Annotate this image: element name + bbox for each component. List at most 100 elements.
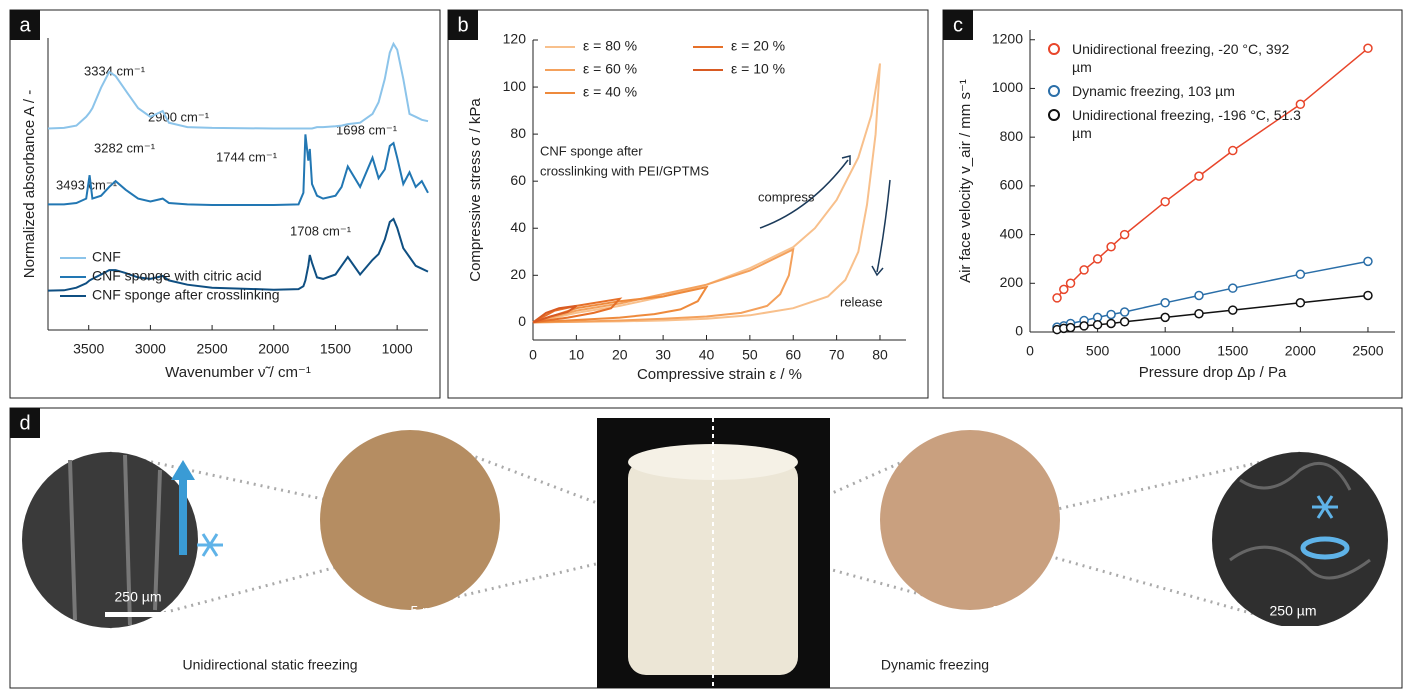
annotation: compress [758, 189, 815, 204]
y-tick-label: 400 [1000, 225, 1024, 241]
legend-label: ε = 80 % [583, 38, 637, 54]
data-point [1296, 270, 1304, 278]
legend-label: CNF sponge with citric acid [92, 268, 262, 284]
data-point [1080, 266, 1088, 274]
data-point [1060, 285, 1068, 293]
legend-label: ε = 60 % [583, 61, 637, 77]
y-tick-label: 600 [1000, 177, 1024, 193]
data-point [1121, 308, 1129, 316]
y-tick-label: 80 [510, 125, 526, 141]
y-axis-label: Air face velocity v_air / mm s⁻¹ [957, 79, 974, 283]
legend-item: Dynamic freezing, 103 µm [1048, 82, 1302, 100]
x-tick-label: 20 [612, 347, 628, 363]
legend-label: ε = 40 % [583, 84, 637, 100]
y-tick-label: 20 [510, 266, 526, 282]
panel-label: c [953, 14, 963, 36]
x-tick-label: 30 [655, 347, 671, 363]
panel-label: d [19, 412, 30, 434]
x-tick-label: 2000 [1285, 343, 1316, 359]
y-tick-label: 0 [1015, 323, 1023, 339]
legend-item: Unidirectional freezing, -196 °C, 51.3 µ… [1048, 106, 1302, 142]
data-point [1161, 313, 1169, 321]
x-tick-label: 80 [872, 347, 888, 363]
panel-label: b [457, 14, 468, 36]
x-tick-label: 3500 [73, 341, 104, 357]
x-tick-label: 60 [785, 347, 801, 363]
sem-image [22, 452, 198, 628]
x-tick-label: 10 [569, 347, 585, 363]
data-point [1107, 310, 1115, 318]
x-tick-label: 2500 [197, 341, 228, 357]
x-axis-label: Pressure drop Δp / Pa [1139, 364, 1287, 381]
series-line [48, 44, 428, 129]
y-axis-label: Normalized absorbance A / - [21, 90, 38, 278]
series-line [533, 249, 793, 322]
sem-image [1212, 452, 1388, 628]
annotation: release [840, 294, 883, 309]
legend-label: CNF sponge after crosslinking [92, 287, 280, 303]
legend-label: CNF [92, 249, 121, 265]
data-point [1067, 324, 1075, 332]
data-point [1229, 306, 1237, 314]
data-point [1364, 44, 1372, 52]
data-point [1107, 243, 1115, 251]
x-tick-label: 1000 [1150, 343, 1181, 359]
legend-label: Dynamic freezing, 103 µm [1072, 82, 1302, 100]
panel-d-images: 250 µm 5 mm 5 mm 250 µm Unidirectional s… [10, 408, 1388, 688]
caption: Dynamic freezing [881, 657, 989, 673]
y-tick-label: 800 [1000, 128, 1024, 144]
data-point [1195, 291, 1203, 299]
x-tick-label: 70 [829, 347, 845, 363]
scale-bar-label: 250 µm [1270, 603, 1317, 619]
x-tick-label: 40 [699, 347, 715, 363]
data-point [1121, 231, 1129, 239]
series-line [533, 64, 880, 323]
data-point [1067, 279, 1075, 287]
y-tick-label: 60 [510, 172, 526, 188]
freezing-arrow-head [171, 460, 195, 480]
legend-swatch [1048, 85, 1060, 97]
photo-zoom [880, 430, 1060, 610]
scale-bar-label: 5 mm [411, 603, 446, 619]
legend-item: Unidirectional freezing, -20 °C, 392 µm [1048, 40, 1302, 76]
data-point [1094, 321, 1102, 329]
y-tick-label: 40 [510, 219, 526, 235]
data-point [1229, 284, 1237, 292]
legend-label: Unidirectional freezing, -196 °C, 51.3 µ… [1072, 106, 1302, 142]
series-line [1057, 261, 1368, 327]
x-axis-label: Wavenumber ν̃ / cm⁻¹ [165, 364, 311, 381]
annotation: 1708 cm⁻¹ [290, 223, 352, 238]
annotation: crosslinking with PEI/GPTMS [540, 163, 709, 178]
x-axis-label: Compressive strain ε / % [637, 366, 802, 383]
panel-label: a [19, 14, 31, 36]
data-point [1121, 318, 1129, 326]
data-point [1364, 291, 1372, 299]
y-axis-label: Compressive stress σ / kPa [467, 98, 484, 282]
photo-zoom [320, 430, 500, 610]
x-tick-label: 3000 [135, 341, 166, 357]
figure: 250 µm 5 mm 5 mm 250 µm Unidirectional s… [0, 0, 1410, 693]
data-point [1094, 255, 1102, 263]
x-tick-label: 1000 [382, 341, 413, 357]
data-point [1296, 299, 1304, 307]
data-point [1080, 322, 1088, 330]
x-tick-label: 2500 [1352, 343, 1383, 359]
x-tick-label: 1500 [1217, 343, 1248, 359]
y-tick-label: 100 [503, 78, 527, 94]
legend-swatch [1048, 109, 1060, 121]
x-tick-label: 1500 [320, 341, 351, 357]
x-tick-label: 2000 [258, 341, 289, 357]
y-tick-label: 1000 [992, 79, 1023, 95]
data-point [1364, 257, 1372, 265]
legend-label: Unidirectional freezing, -20 °C, 392 µm [1072, 40, 1302, 76]
legend-label: ε = 20 % [731, 38, 785, 54]
annotation: 2900 cm⁻¹ [148, 109, 210, 124]
x-tick-label: 500 [1086, 343, 1110, 359]
annotation: 3282 cm⁻¹ [94, 140, 156, 155]
y-tick-label: 120 [503, 31, 527, 47]
scale-bar-label: 5 mm [993, 603, 1028, 619]
y-tick-label: 1200 [992, 30, 1023, 46]
annotation: 1744 cm⁻¹ [216, 149, 278, 164]
annotation: CNF sponge after [540, 143, 643, 158]
legend: Unidirectional freezing, -20 °C, 392 µm D… [1048, 40, 1302, 148]
